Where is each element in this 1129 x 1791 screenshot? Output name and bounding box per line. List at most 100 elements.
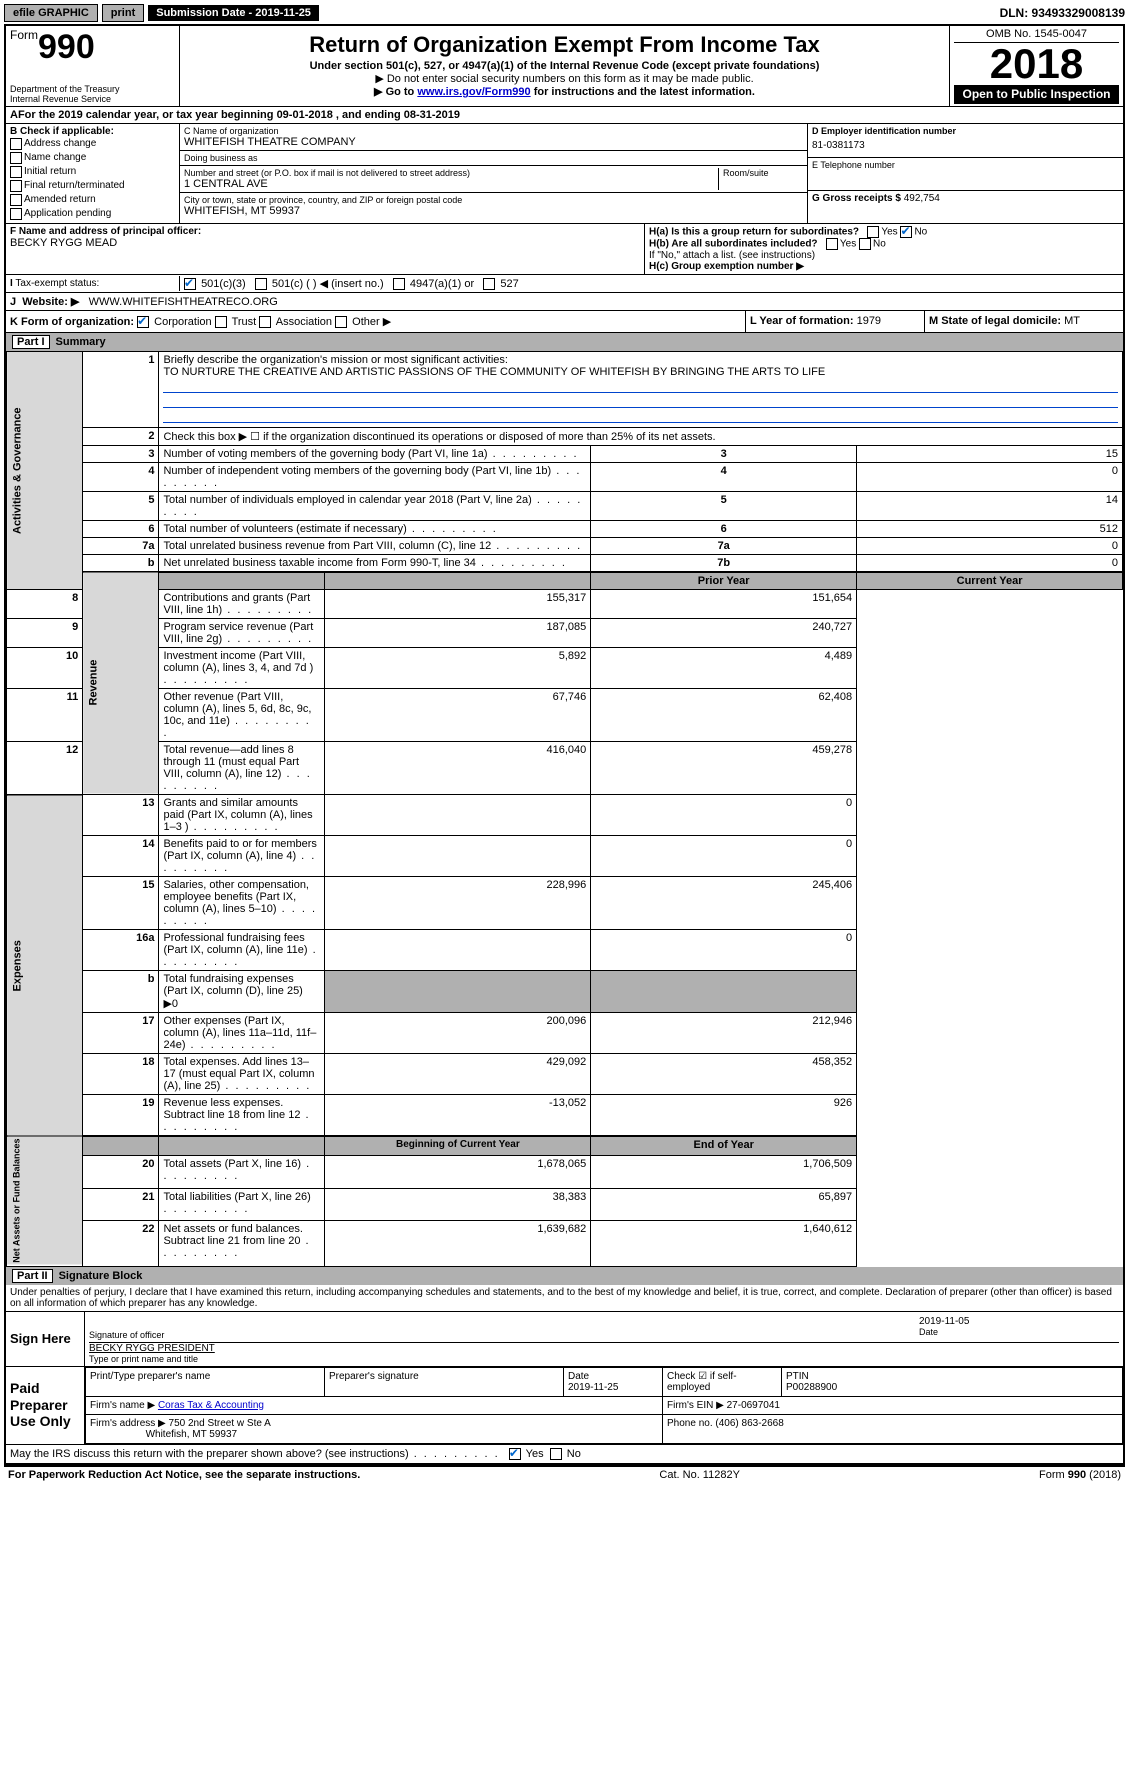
print-button[interactable]: print (102, 4, 144, 22)
firm-addr2: Whitefish, MT 59937 (146, 1429, 238, 1440)
table-row: 6Total number of volunteers (estimate if… (7, 521, 1123, 538)
line2-text: Check this box ▶ ☐ if the organization d… (159, 428, 1123, 446)
prep-date-label: Date (568, 1371, 589, 1382)
discuss-label: May the IRS discuss this return with the… (10, 1448, 409, 1460)
city-cell: City or town, state or province, country… (180, 193, 807, 219)
chk-initial-return[interactable]: Initial return (10, 165, 175, 179)
ha-label: H(a) Is this a group return for subordin… (649, 227, 859, 238)
chk-other[interactable] (335, 316, 347, 328)
period-end: 08-31-2019 (404, 109, 460, 121)
officer-printed-name: BECKY RYGG PRESIDENT (89, 1343, 1119, 1354)
ptin-value: P00288900 (786, 1382, 837, 1393)
room-label: Room/suite (723, 168, 803, 178)
i-options: 501(c)(3) 501(c) ( ) ◀ (insert no.) 4947… (180, 275, 1123, 292)
table-row: 13Grants and similar amounts paid (Part … (7, 795, 1123, 836)
begin-year-hdr: Beginning of Current Year (325, 1136, 591, 1155)
governance-vlabel: Activities & Governance (7, 352, 83, 590)
period-mid: , and ending (333, 109, 404, 121)
table-row: 10Investment income (Part VIII, column (… (7, 648, 1123, 689)
officer-sig-line: Signature of officer 2019-11-05 Date (89, 1314, 1119, 1343)
dln: DLN: 93493329008139 (1000, 6, 1125, 20)
phone-label: E Telephone number (812, 160, 1119, 170)
firm-ein-label: Firm's EIN ▶ (667, 1400, 724, 1411)
chk-501c[interactable] (255, 278, 267, 290)
i-label: I Tax-exempt status: (6, 276, 180, 291)
table-row: bTotal fundraising expenses (Part IX, co… (7, 971, 1123, 1013)
discuss-no[interactable] (550, 1448, 562, 1460)
table-row: 15Salaries, other compensation, employee… (7, 877, 1123, 930)
box-m: M State of legal domicile: MT (925, 311, 1123, 332)
line2-row: 2 Check this box ▶ ☐ if the organization… (7, 428, 1123, 446)
table-row: 16aProfessional fundraising fees (Part I… (7, 930, 1123, 971)
form-subtitle: Under section 501(c), 527, or 4947(a)(1)… (186, 60, 943, 72)
phone-cell: E Telephone number (808, 158, 1123, 191)
box-b-heading: B Check if applicable: (10, 126, 175, 137)
table-row: 11Other revenue (Part VIII, column (A), … (7, 689, 1123, 742)
open-public-badge: Open to Public Inspection (954, 85, 1119, 104)
name-title-label: Type or print name and title (89, 1354, 1119, 1364)
period-begin: 09-01-2018 (277, 109, 333, 121)
chk-assoc[interactable] (259, 316, 271, 328)
firm-phone-value: (406) 863-2668 (715, 1418, 783, 1429)
firm-name-link[interactable]: Coras Tax & Accounting (158, 1400, 264, 1411)
firm-phone-label: Phone no. (667, 1418, 713, 1429)
entity-block: B Check if applicable: Address change Na… (6, 124, 1123, 224)
form-990: 990 (38, 28, 95, 66)
chk-final-return[interactable]: Final return/terminated (10, 179, 175, 193)
box-c: C Name of organization WHITEFISH THEATRE… (180, 124, 808, 223)
dba-cell: Doing business as (180, 151, 807, 166)
cat-number: Cat. No. 11282Y (659, 1469, 740, 1481)
firm-addr-label: Firm's address ▶ (90, 1418, 166, 1429)
k-label: K Form of organization: (10, 316, 134, 328)
officer-name: BECKY RYGG MEAD (10, 237, 640, 249)
table-row: 19Revenue less expenses. Subtract line 1… (7, 1095, 1123, 1137)
form-ref: Form 990 (2018) (1039, 1469, 1121, 1481)
part2-title: Signature Block (59, 1270, 143, 1282)
table-row: 8Contributions and grants (Part VIII, li… (7, 590, 1123, 619)
table-row: 12Total revenue—add lines 8 through 11 (… (7, 742, 1123, 795)
h-a-row: H(a) Is this a group return for subordin… (649, 226, 1119, 238)
preparer-body: Print/Type preparer's name Preparer's si… (85, 1367, 1123, 1444)
period-label: For the 2019 calendar year, or tax year … (18, 109, 277, 121)
goto-prefix: ▶ Go to (374, 86, 417, 98)
irs-link[interactable]: www.irs.gov/Form990 (417, 86, 530, 98)
chk-app-pending[interactable]: Application pending (10, 207, 175, 221)
ein-cell: D Employer identification number 81-0381… (808, 124, 1123, 157)
chk-name-change[interactable]: Name change (10, 151, 175, 165)
gross-receipts-cell: G Gross receipts $ 492,754 (808, 191, 1123, 223)
chk-501c3[interactable] (184, 278, 196, 290)
table-row: 18Total expenses. Add lines 13–17 (must … (7, 1054, 1123, 1095)
self-employed-check[interactable]: Check ☑ if self-employed (663, 1367, 782, 1396)
tax-period-row: AFor the 2019 calendar year, or tax year… (6, 107, 1123, 124)
year-header-row: Revenue Prior Year Current Year (7, 572, 1123, 590)
discuss-row: May the IRS discuss this return with the… (6, 1445, 1123, 1465)
note-ssn: ▶ Do not enter social security numbers o… (186, 72, 943, 85)
part2-header: Part II Signature Block (6, 1267, 1123, 1285)
discuss-yes[interactable] (509, 1448, 521, 1460)
expenses-vlabel: Expenses (7, 795, 83, 1137)
na-header-row: Net Assets or Fund Balances Beginning of… (7, 1136, 1123, 1155)
part1-num: Part I (12, 335, 50, 349)
table-row: bNet unrelated business taxable income f… (7, 555, 1123, 573)
sign-body: Signature of officer 2019-11-05 Date BEC… (85, 1312, 1123, 1366)
dba-label: Doing business as (184, 153, 803, 163)
firm-addr1: 750 2nd Street w Ste A (169, 1418, 271, 1429)
officer-label: F Name and address of principal officer: (10, 226, 640, 237)
efile-button[interactable]: efile GRAPHIC (4, 4, 98, 22)
note-goto: ▶ Go to www.irs.gov/Form990 for instruct… (186, 85, 943, 98)
chk-address-change[interactable]: Address change (10, 137, 175, 151)
ptin-label: PTIN (786, 1371, 809, 1382)
ein-value: 81-0381173 (812, 136, 1119, 151)
chk-trust[interactable] (215, 316, 227, 328)
form-number: Form990 (10, 28, 175, 67)
header-right: OMB No. 1545-0047 2018 Open to Public In… (950, 26, 1123, 106)
hb-note: If "No," attach a list. (see instruction… (649, 250, 1119, 261)
box-i: I Tax-exempt status: 501(c)(3) 501(c) ( … (6, 275, 1123, 293)
chk-4947[interactable] (393, 278, 405, 290)
form-title: Return of Organization Exempt From Incom… (186, 32, 943, 58)
part1-title: Summary (56, 336, 106, 348)
chk-527[interactable] (483, 278, 495, 290)
chk-amended[interactable]: Amended return (10, 193, 175, 207)
chk-corp[interactable] (137, 316, 149, 328)
form-container: Form990 Department of the Treasury Inter… (4, 24, 1125, 1467)
